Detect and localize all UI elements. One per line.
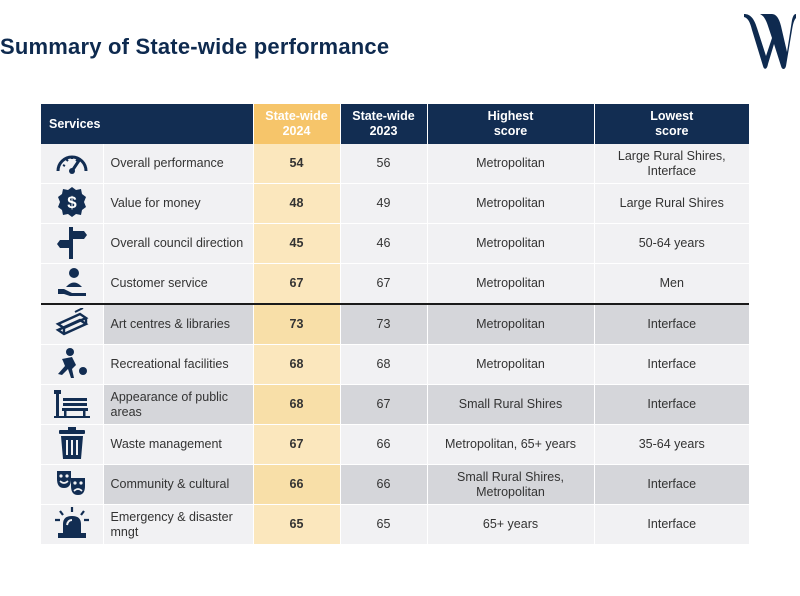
- header-statewide-2024: State-wide 2024: [253, 104, 341, 144]
- service-name: Appearance of public areas: [103, 384, 254, 425]
- row-icon-cell: [41, 223, 104, 264]
- ball-player-icon: [41, 347, 103, 383]
- service-name: Overall council direction: [103, 223, 254, 264]
- header-services: Services: [41, 104, 254, 144]
- row-icon-cell: [41, 504, 104, 545]
- service-name: Emergency & disaster mngt: [103, 504, 254, 545]
- statewide-2024-value: 67: [253, 263, 341, 305]
- row-icon-cell: [41, 144, 104, 184]
- row-icon-cell: [41, 384, 104, 425]
- highest-score-value: Metropolitan: [427, 263, 595, 305]
- siren-light-icon: [41, 506, 103, 543]
- statewide-2024-value: 45: [253, 223, 341, 264]
- lowest-score-value: Large Rural Shires, Interface: [594, 144, 749, 184]
- lowest-score-value: Interface: [594, 304, 749, 345]
- theatre-masks-icon: [41, 468, 103, 502]
- statewide-2023-value: 49: [340, 183, 428, 224]
- statewide-2024-value: 66: [253, 464, 341, 505]
- row-icon-cell: $: [41, 183, 104, 224]
- header-highest-score: Highest score: [427, 104, 595, 144]
- service-name: Recreational facilities: [103, 344, 254, 385]
- row-icon-cell: [41, 464, 104, 505]
- statewide-2023-value: 67: [340, 384, 428, 425]
- service-name: Art centres & libraries: [103, 304, 254, 345]
- performance-table: Services State-wide 2024 State-wide 2023 H…: [41, 104, 749, 545]
- lowest-score-value: 35-64 years: [594, 424, 749, 465]
- row-icon-cell: [41, 344, 104, 385]
- table-row: Appearance of public areas 68 67 Small Rura…: [41, 384, 749, 425]
- lowest-score-value: Interface: [594, 504, 749, 545]
- statewide-2024-value: 73: [253, 304, 341, 345]
- lowest-score-value: Large Rural Shires: [594, 183, 749, 224]
- table-row: Art centres & libraries 73 73 Metropolitan I…: [41, 304, 749, 345]
- statewide-2024-value: 65: [253, 504, 341, 545]
- highest-score-value: Metropolitan: [427, 183, 595, 224]
- statewide-2024-value: 68: [253, 384, 341, 425]
- service-name: Value for money: [103, 183, 254, 224]
- lowest-score-value: 50-64 years: [594, 223, 749, 264]
- row-icon-cell: [41, 424, 104, 465]
- table-row: Community & cultural 66 66 Small Rural Shir…: [41, 464, 749, 505]
- highest-score-value: Metropolitan: [427, 344, 595, 385]
- row-icon-cell: [41, 304, 104, 345]
- service-name: Customer service: [103, 263, 254, 305]
- dollar-badge-icon: $: [41, 186, 103, 222]
- table-row: $ Value for money 48 49 Metropolitan Large Ru…: [41, 183, 749, 224]
- statewide-2023-value: 46: [340, 223, 428, 264]
- signpost-icon: [41, 225, 103, 263]
- park-bench-icon: [41, 388, 103, 422]
- svg-text:$: $: [67, 193, 77, 212]
- statewide-2024-value: 68: [253, 344, 341, 385]
- highest-score-value: Metropolitan, 65+ years: [427, 424, 595, 465]
- highest-score-value: Small Rural Shires: [427, 384, 595, 425]
- lowest-score-value: Interface: [594, 464, 749, 505]
- statewide-2024-value: 48: [253, 183, 341, 224]
- lowest-score-value: Interface: [594, 384, 749, 425]
- statewide-2023-value: 65: [340, 504, 428, 545]
- statewide-2023-value: 66: [340, 464, 428, 505]
- statewide-2023-value: 73: [340, 304, 428, 345]
- table-row: Overall performance 54 56 Metropolitan Large…: [41, 144, 749, 184]
- company-logo: [744, 14, 796, 69]
- lowest-score-value: Interface: [594, 344, 749, 385]
- trash-bin-icon: [41, 426, 103, 464]
- highest-score-value: Metropolitan: [427, 144, 595, 184]
- page-title: Summary of State-wide performance: [0, 34, 390, 59]
- speedometer-icon: [41, 147, 103, 181]
- table-header-row: Services State-wide 2024 State-wide 2023 H…: [41, 104, 749, 144]
- statewide-2023-value: 68: [340, 344, 428, 385]
- highest-score-value: 65+ years: [427, 504, 595, 545]
- table-row: Customer service 67 67 Metropolitan Men: [41, 263, 749, 305]
- books-icon: [41, 306, 103, 342]
- service-name: Waste management: [103, 424, 254, 465]
- statewide-2023-value: 56: [340, 144, 428, 184]
- table-row: Overall council direction 45 46 Metropolita…: [41, 223, 749, 264]
- statewide-2024-value: 67: [253, 424, 341, 465]
- row-icon-cell: [41, 263, 104, 305]
- highest-score-value: Metropolitan: [427, 223, 595, 264]
- statewide-2023-value: 67: [340, 263, 428, 305]
- highest-score-value: Small Rural Shires, Metropolitan: [427, 464, 595, 505]
- statewide-2023-value: 66: [340, 424, 428, 465]
- statewide-2024-value: 54: [253, 144, 341, 184]
- lowest-score-value: Men: [594, 263, 749, 305]
- service-name: Community & cultural: [103, 464, 254, 505]
- header-statewide-2023: State-wide 2023: [340, 104, 428, 144]
- highest-score-value: Metropolitan: [427, 304, 595, 345]
- table-row: Recreational facilities 68 68 Metropolitan I…: [41, 344, 749, 385]
- table-row: Emergency & disaster mngt 65 65 65+ years In…: [41, 504, 749, 545]
- header-lowest-score: Lowest score: [594, 104, 749, 144]
- service-name: Overall performance: [103, 144, 254, 184]
- table-row: Waste management 67 66 Metropolitan, 65+ ye…: [41, 424, 749, 465]
- customer-service-icon: [41, 267, 103, 301]
